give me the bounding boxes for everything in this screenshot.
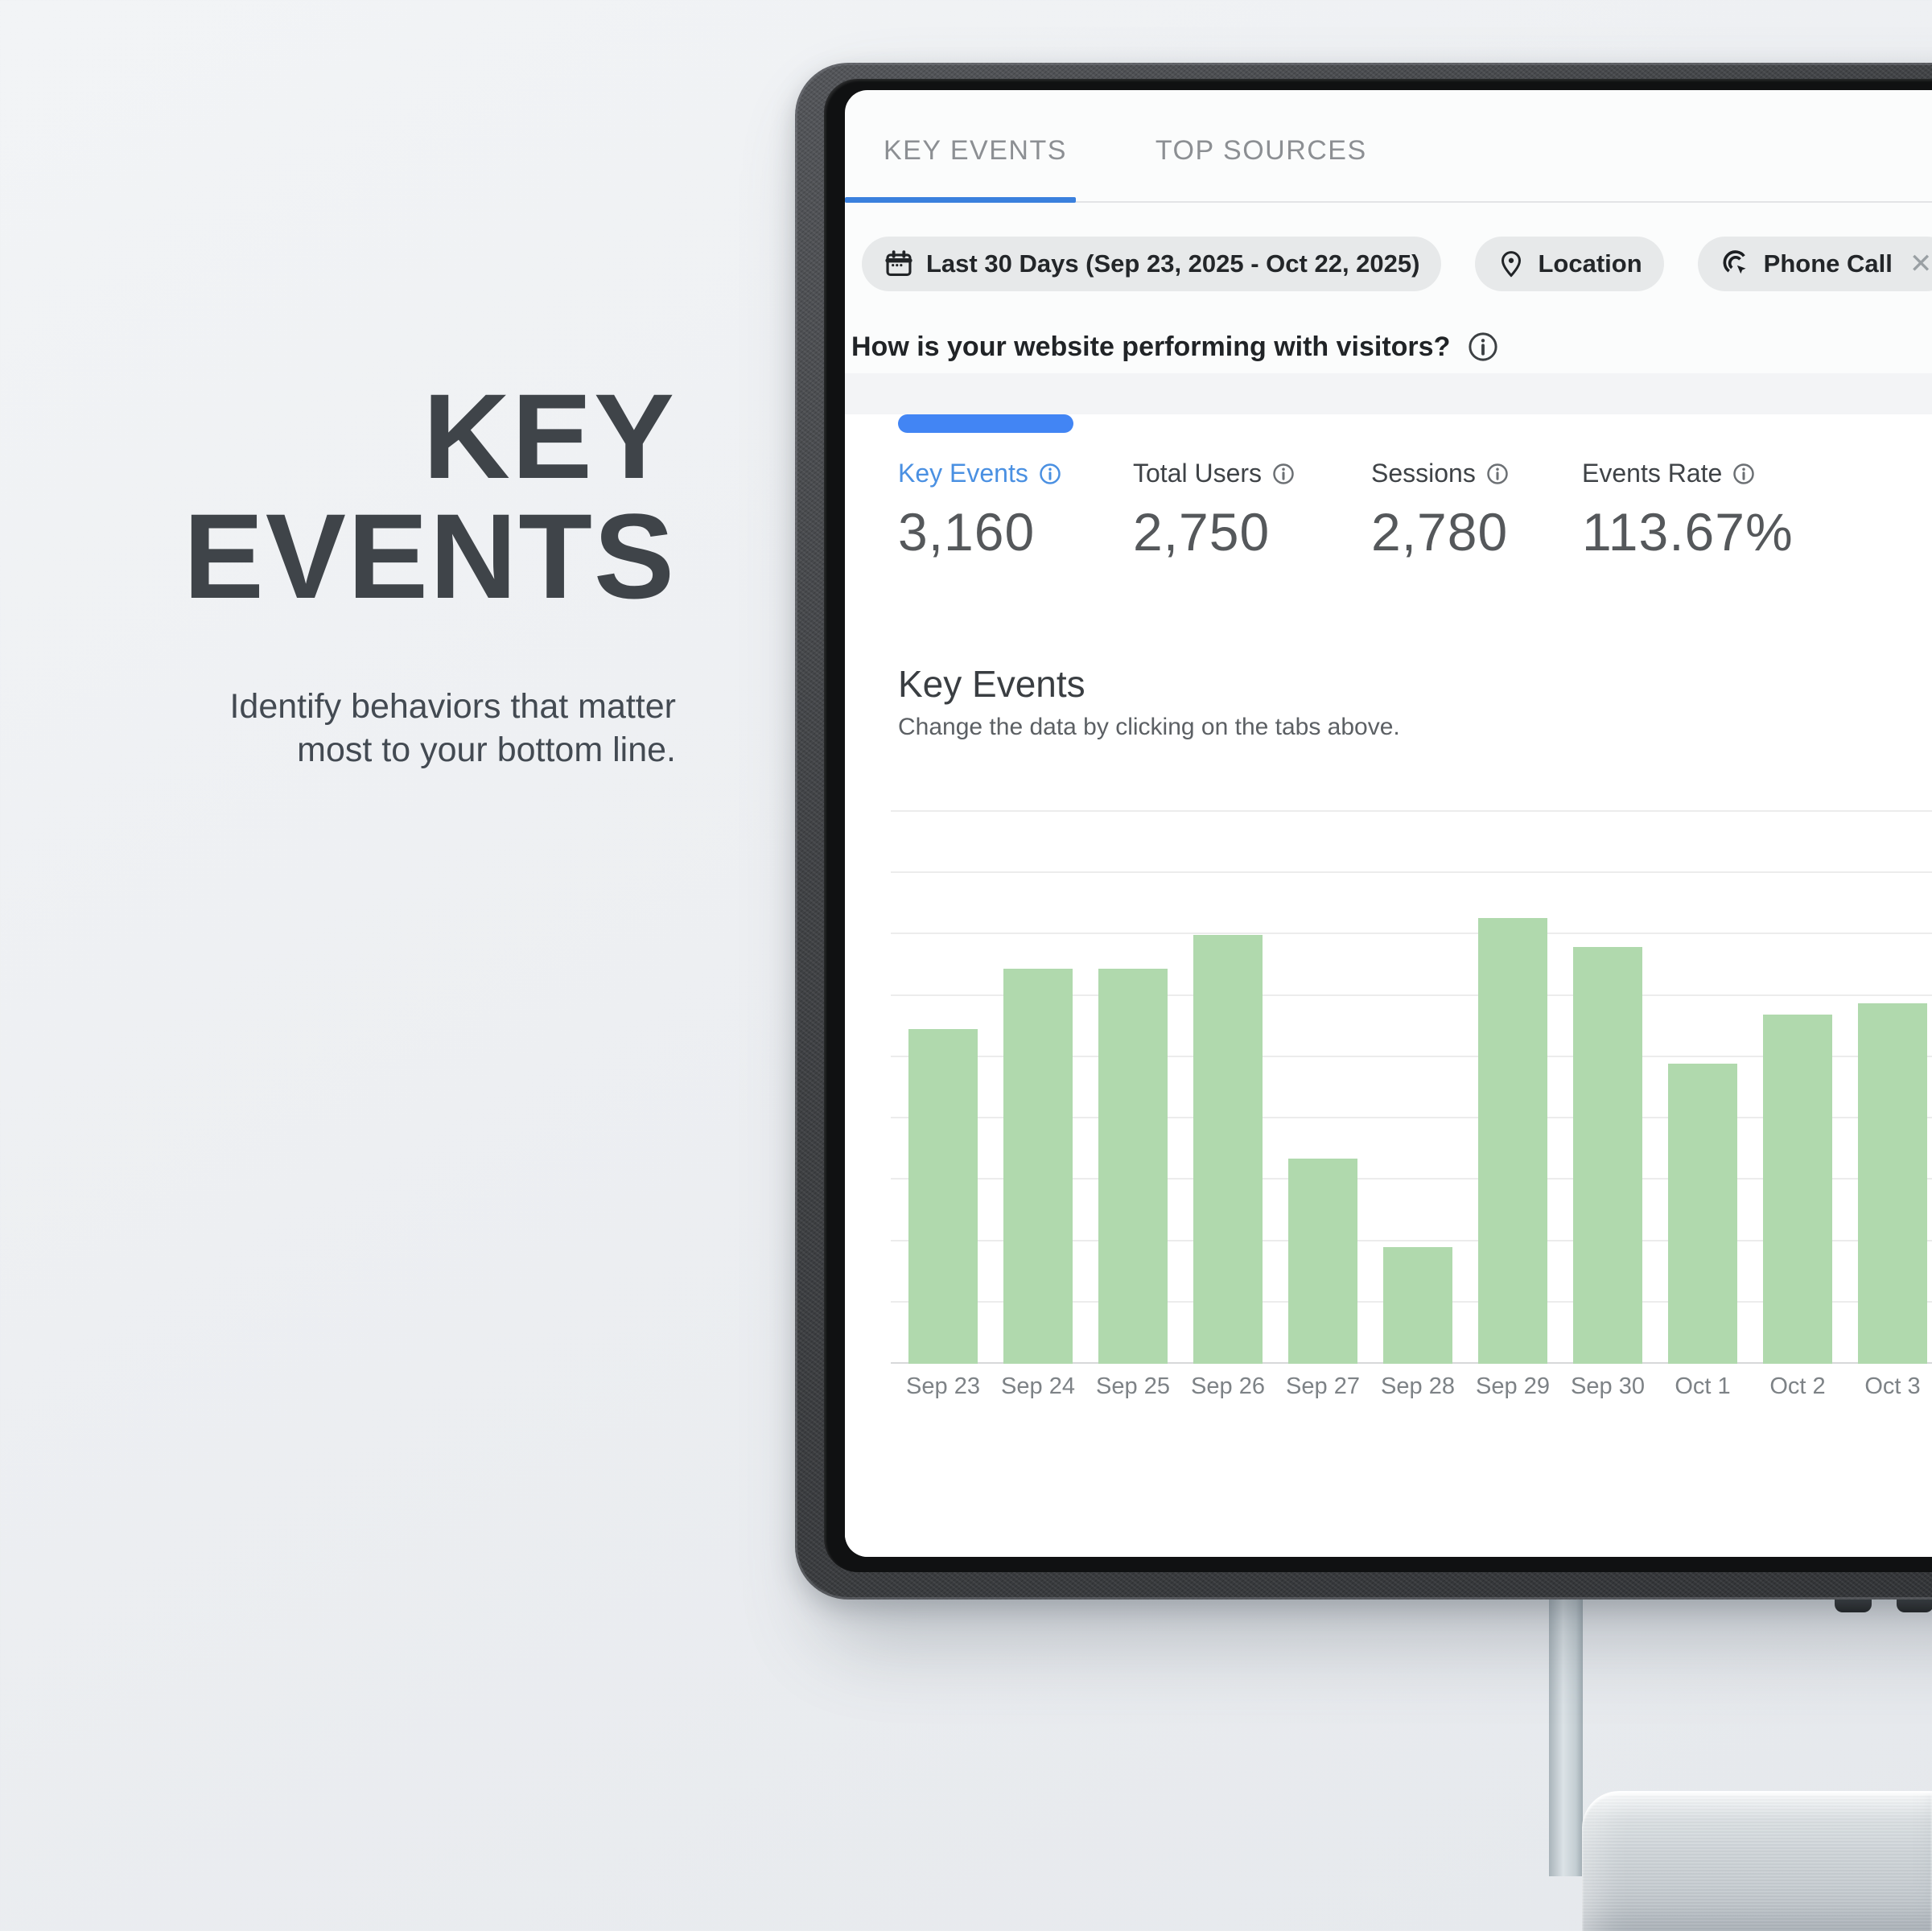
hero-title-line2: EVENTS <box>183 488 676 624</box>
info-icon[interactable] <box>1485 462 1510 486</box>
bar-sep-30 <box>1573 947 1642 1364</box>
close-icon[interactable]: ✕ <box>1909 249 1932 279</box>
metric-sessions-label: Sessions <box>1371 459 1476 488</box>
bar-sep-27 <box>1288 1159 1357 1364</box>
x-axis-label: Sep 29 <box>1476 1373 1550 1399</box>
x-axis-label: Sep 26 <box>1191 1373 1265 1399</box>
chart-gridline <box>891 994 1932 996</box>
monitor-bezel: KEY EVENTS TOP SOURCES Last 30 Days (Sep… <box>795 63 1932 1600</box>
chart-gridline <box>891 1240 1932 1241</box>
metric-total-users-value: 2,750 <box>1133 502 1271 562</box>
chart-gridline <box>891 871 1932 873</box>
tab-divider <box>845 201 1932 203</box>
x-axis-label: Sep 24 <box>1001 1373 1075 1399</box>
chart-gridline <box>891 810 1932 812</box>
metrics-row: Key Events 3,160 Total Users 2,750 Sessi… <box>898 459 1904 562</box>
chart-gridline <box>891 1056 1932 1057</box>
metric-sessions[interactable]: Sessions 2,780 <box>1371 459 1582 562</box>
hero-title: KEY EVENTS <box>32 368 676 624</box>
bar-oct-1 <box>1668 1064 1737 1364</box>
metric-sessions-value: 2,780 <box>1371 502 1509 562</box>
filter-chip-row: Last 30 Days (Sep 23, 2025 - Oct 22, 202… <box>862 237 1932 291</box>
phone-call-chip-label: Phone Call <box>1763 249 1893 278</box>
bar-sep-28 <box>1383 1247 1452 1364</box>
calendar-icon <box>885 250 912 277</box>
chart-gridline <box>891 1178 1932 1180</box>
hero-subtitle: Identify behaviors that matter most to y… <box>32 685 676 772</box>
bar-sep-25 <box>1098 969 1168 1364</box>
question-row: How is your website performing with visi… <box>851 330 1500 364</box>
info-icon[interactable] <box>1732 462 1756 486</box>
info-icon[interactable] <box>1466 330 1500 364</box>
tab-key-events[interactable]: KEY EVENTS <box>884 135 1067 166</box>
hero-text-block: KEY EVENTS Identify behaviors that matte… <box>32 368 676 772</box>
metric-key-events-label: Key Events <box>898 459 1028 488</box>
metrics-card: Key Events 3,160 Total Users 2,750 Sessi… <box>845 414 1932 1557</box>
chart-section-title: Key Events <box>898 663 1085 705</box>
bar-chart: Sep 23 Sep 24 Sep 25 Sep 26 Sep 27 Sep 28 Sep … <box>891 810 1932 1430</box>
x-axis-label: Sep 25 <box>1096 1373 1170 1399</box>
selected-metric-indicator <box>898 414 1073 433</box>
location-pin-icon <box>1502 251 1522 278</box>
bar-oct-3 <box>1858 1003 1927 1364</box>
bar-oct-2 <box>1763 1015 1832 1364</box>
hero-subtitle-line2: most to your bottom line. <box>297 731 676 770</box>
metric-events-rate-label: Events Rate <box>1582 459 1723 488</box>
x-axis-label: Oct 1 <box>1675 1373 1731 1399</box>
question-text: How is your website performing with visi… <box>851 331 1451 362</box>
tap-click-icon <box>1723 250 1749 278</box>
bezel-foot <box>1835 1596 1872 1612</box>
tab-bar: KEY EVENTS TOP SOURCES <box>884 135 1367 167</box>
monitor-base <box>1582 1791 1932 1931</box>
chart-gridline <box>891 1117 1932 1118</box>
x-axis-label: Sep 27 <box>1286 1373 1360 1399</box>
bar-sep-26 <box>1193 935 1263 1364</box>
date-range-chip[interactable]: Last 30 Days (Sep 23, 2025 - Oct 22, 202… <box>862 237 1442 291</box>
location-chip[interactable]: Location <box>1475 237 1664 291</box>
metric-total-users-label: Total Users <box>1133 459 1263 488</box>
metric-key-events[interactable]: Key Events 3,160 <box>898 459 1133 562</box>
tab-top-sources[interactable]: TOP SOURCES <box>1155 135 1367 166</box>
x-axis-label: Sep 30 <box>1571 1373 1645 1399</box>
location-chip-label: Location <box>1538 249 1642 278</box>
date-range-chip-label: Last 30 Days (Sep 23, 2025 - Oct 22, 202… <box>926 249 1420 278</box>
info-icon[interactable] <box>1271 462 1296 486</box>
x-axis-label: Oct 2 <box>1769 1373 1826 1399</box>
chart-gridline <box>891 933 1932 934</box>
info-icon[interactable] <box>1038 462 1062 486</box>
active-tab-underline <box>845 197 1076 203</box>
hero-subtitle-line1: Identify behaviors that matter <box>229 687 676 726</box>
bar-sep-23 <box>908 1029 978 1364</box>
metric-events-rate-value: 113.67% <box>1582 502 1794 562</box>
phone-call-chip[interactable]: Phone Call ✕ <box>1697 237 1932 291</box>
monitor-stand <box>1549 1596 1583 1876</box>
header-divider-strip <box>845 373 1932 414</box>
x-axis-label: Oct 3 <box>1864 1373 1921 1399</box>
metric-key-events-value: 3,160 <box>898 502 1036 562</box>
chart-section-subtitle: Change the data by clicking on the tabs … <box>898 714 1400 740</box>
screen: KEY EVENTS TOP SOURCES Last 30 Days (Sep… <box>845 90 1932 1557</box>
hero-title-line1: KEY <box>422 368 676 504</box>
metric-total-users[interactable]: Total Users 2,750 <box>1133 459 1371 562</box>
bar-sep-24 <box>1003 969 1073 1364</box>
x-axis-label: Sep 28 <box>1381 1373 1455 1399</box>
x-axis-label: Sep 23 <box>906 1373 980 1399</box>
metric-events-rate[interactable]: Events Rate 113.67% <box>1582 459 1904 562</box>
bar-sep-29 <box>1478 918 1547 1364</box>
bezel-foot <box>1897 1596 1932 1612</box>
